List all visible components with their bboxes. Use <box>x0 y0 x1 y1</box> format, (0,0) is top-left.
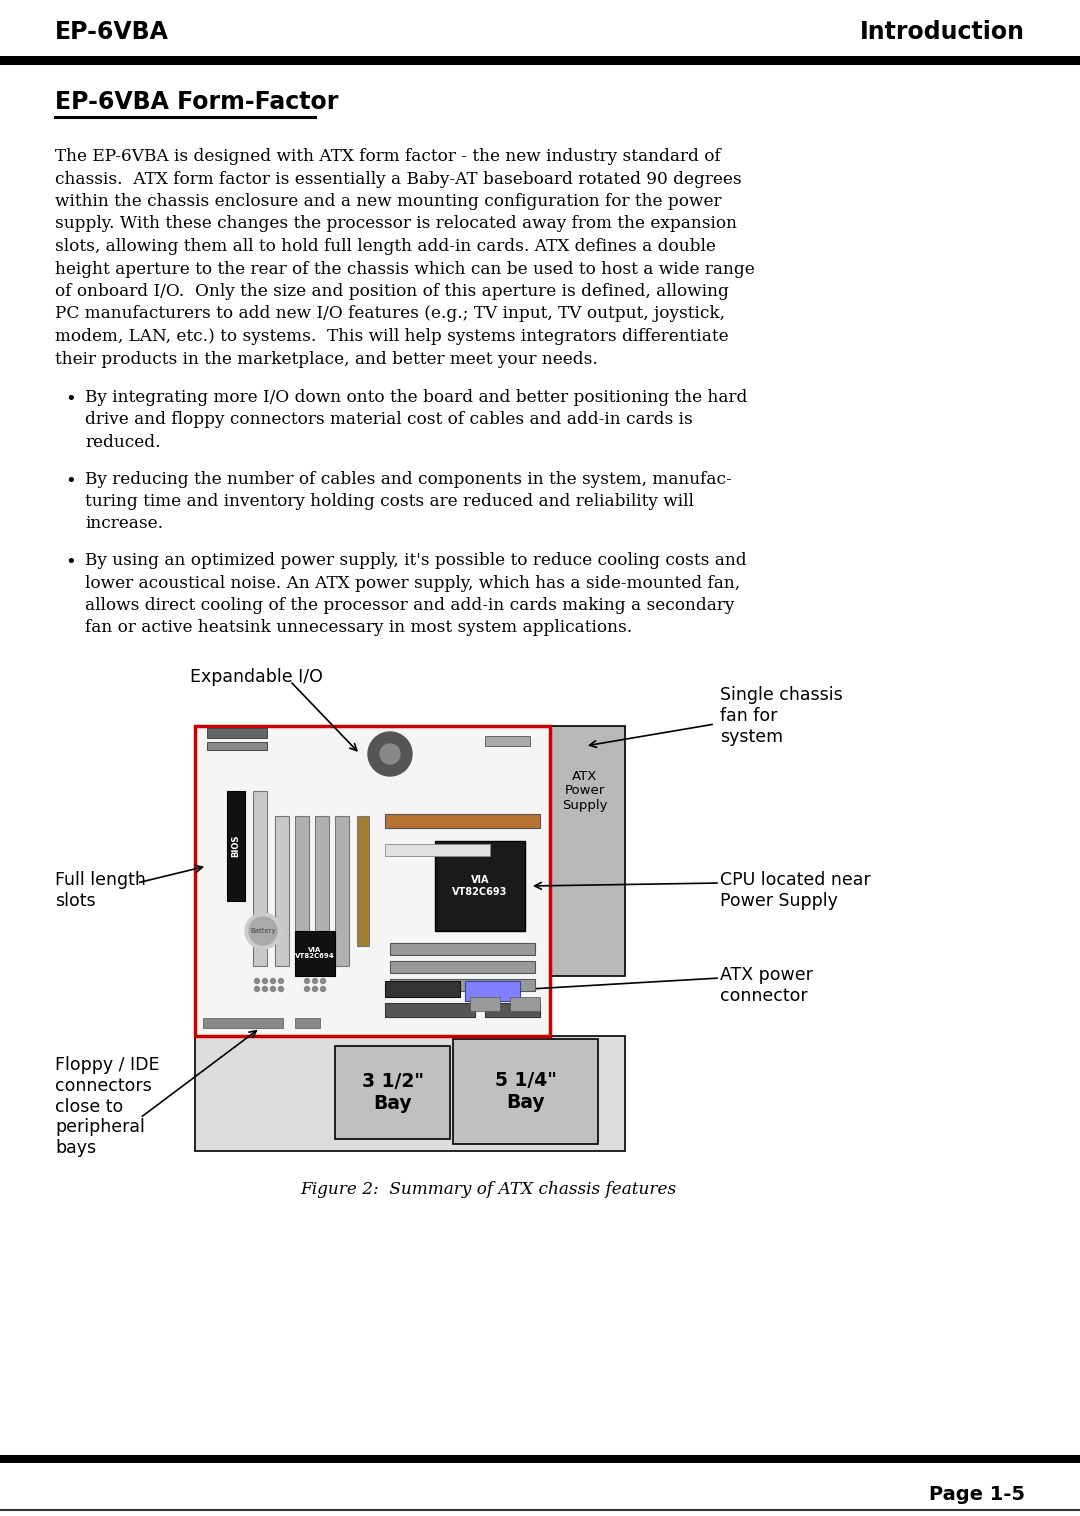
Text: within the chassis enclosure and a new mounting configuration for the power: within the chassis enclosure and a new m… <box>55 193 721 211</box>
Circle shape <box>305 978 310 984</box>
Text: Battery: Battery <box>251 928 275 934</box>
Text: fan or active heatsink unnecessary in most system applications.: fan or active heatsink unnecessary in mo… <box>85 620 632 637</box>
Text: PC manufacturers to add new I/O features (e.g.; TV input, TV output, joystick,: PC manufacturers to add new I/O features… <box>55 306 725 323</box>
Bar <box>335 1046 450 1139</box>
Bar <box>207 728 267 738</box>
Bar <box>390 943 535 955</box>
Text: Figure 2:  Summary of ATX chassis features: Figure 2: Summary of ATX chassis feature… <box>300 1181 676 1198</box>
Text: drive and floppy connectors material cost of cables and add-in cards is: drive and floppy connectors material cos… <box>85 411 692 429</box>
Bar <box>0 56 1080 65</box>
Text: allows direct cooling of the processor and add-in cards making a secondary: allows direct cooling of the processor a… <box>85 597 734 614</box>
Circle shape <box>249 917 276 944</box>
Text: •: • <box>65 391 76 409</box>
Text: chassis.  ATX form factor is essentially a Baby-AT baseboard rotated 90 degrees: chassis. ATX form factor is essentially … <box>55 170 742 188</box>
Bar <box>390 961 535 973</box>
Text: turing time and inventory holding costs are reduced and reliability will: turing time and inventory holding costs … <box>85 493 693 509</box>
Circle shape <box>262 987 268 991</box>
Bar <box>384 814 540 828</box>
Bar <box>435 841 525 931</box>
Bar <box>315 816 329 966</box>
Text: of onboard I/O.  Only the size and position of this aperture is defined, allowin: of onboard I/O. Only the size and positi… <box>55 283 729 300</box>
Text: 5 1/4"
Bay: 5 1/4" Bay <box>495 1070 556 1113</box>
Text: EP-6VBA: EP-6VBA <box>55 20 168 44</box>
Bar <box>295 931 335 976</box>
Text: Expandable I/O: Expandable I/O <box>190 669 323 687</box>
Text: By integrating more I/O down onto the board and better positioning the hard: By integrating more I/O down onto the bo… <box>85 390 747 406</box>
Bar <box>465 981 519 1001</box>
Text: Full length
slots: Full length slots <box>55 872 146 910</box>
Bar <box>384 1004 475 1017</box>
Text: supply. With these changes the processor is relocated away from the expansion: supply. With these changes the processor… <box>55 215 737 232</box>
Circle shape <box>255 987 259 991</box>
Bar <box>485 735 530 746</box>
Circle shape <box>245 913 281 949</box>
Bar <box>203 1019 283 1028</box>
Text: ATX power
connector: ATX power connector <box>720 966 813 1005</box>
Text: •: • <box>65 553 76 572</box>
Text: height aperture to the rear of the chassis which can be used to host a wide rang: height aperture to the rear of the chass… <box>55 261 755 277</box>
Bar <box>510 998 540 1011</box>
Text: 3 1/2"
Bay: 3 1/2" Bay <box>362 1072 423 1113</box>
Bar <box>335 816 349 966</box>
Bar <box>384 844 490 857</box>
Bar <box>384 981 460 998</box>
Circle shape <box>262 978 268 984</box>
Bar <box>195 1035 625 1151</box>
Text: By reducing the number of cables and components in the system, manufac-: By reducing the number of cables and com… <box>85 470 732 488</box>
Text: lower acoustical noise. An ATX power supply, which has a side-mounted fan,: lower acoustical noise. An ATX power sup… <box>85 575 740 591</box>
Bar <box>207 741 267 750</box>
Text: VIA
VT82C694: VIA VT82C694 <box>295 946 335 960</box>
Bar <box>545 726 625 976</box>
Bar <box>195 726 550 1035</box>
Text: slots, allowing them all to hold full length add-in cards. ATX defines a double: slots, allowing them all to hold full le… <box>55 238 716 255</box>
Bar <box>295 1019 320 1028</box>
Circle shape <box>380 744 400 764</box>
Bar <box>485 1004 540 1017</box>
Circle shape <box>368 732 411 776</box>
Circle shape <box>279 978 283 984</box>
Bar <box>253 791 267 966</box>
Circle shape <box>321 987 325 991</box>
Bar <box>275 816 289 966</box>
Text: ATX
Power
Supply: ATX Power Supply <box>563 770 608 813</box>
Text: The EP-6VBA is designed with ATX form factor - the new industry standard of: The EP-6VBA is designed with ATX form fa… <box>55 149 720 165</box>
Text: EP-6VBA Form-Factor: EP-6VBA Form-Factor <box>55 89 338 114</box>
Text: CPU located near
Power Supply: CPU located near Power Supply <box>720 872 870 910</box>
Circle shape <box>255 978 259 984</box>
Text: modem, LAN, etc.) to systems.  This will help systems integrators differentiate: modem, LAN, etc.) to systems. This will … <box>55 327 729 346</box>
Bar <box>295 816 309 966</box>
Text: BIOS: BIOS <box>231 835 241 857</box>
Text: Single chassis
fan for
system: Single chassis fan for system <box>720 687 842 746</box>
Bar <box>0 1455 1080 1463</box>
Bar <box>453 1038 598 1145</box>
Circle shape <box>305 987 310 991</box>
Text: Introduction: Introduction <box>860 20 1025 44</box>
Bar <box>227 791 245 901</box>
Text: VIA
VT82C693: VIA VT82C693 <box>453 875 508 897</box>
Circle shape <box>312 978 318 984</box>
Circle shape <box>279 987 283 991</box>
Circle shape <box>321 978 325 984</box>
Text: Page 1-5: Page 1-5 <box>929 1486 1025 1504</box>
Bar <box>470 998 500 1011</box>
Circle shape <box>270 987 275 991</box>
Text: increase.: increase. <box>85 515 163 532</box>
Text: reduced.: reduced. <box>85 434 161 450</box>
Circle shape <box>312 987 318 991</box>
Bar <box>357 816 369 946</box>
Text: Floppy / IDE
connectors
close to
peripheral
bays: Floppy / IDE connectors close to periphe… <box>55 1057 160 1157</box>
Text: their products in the marketplace, and better meet your needs.: their products in the marketplace, and b… <box>55 350 598 367</box>
Text: •: • <box>65 473 76 491</box>
Text: By using an optimized power supply, it's possible to reduce cooling costs and: By using an optimized power supply, it's… <box>85 552 746 568</box>
Bar <box>390 979 535 991</box>
Circle shape <box>270 978 275 984</box>
